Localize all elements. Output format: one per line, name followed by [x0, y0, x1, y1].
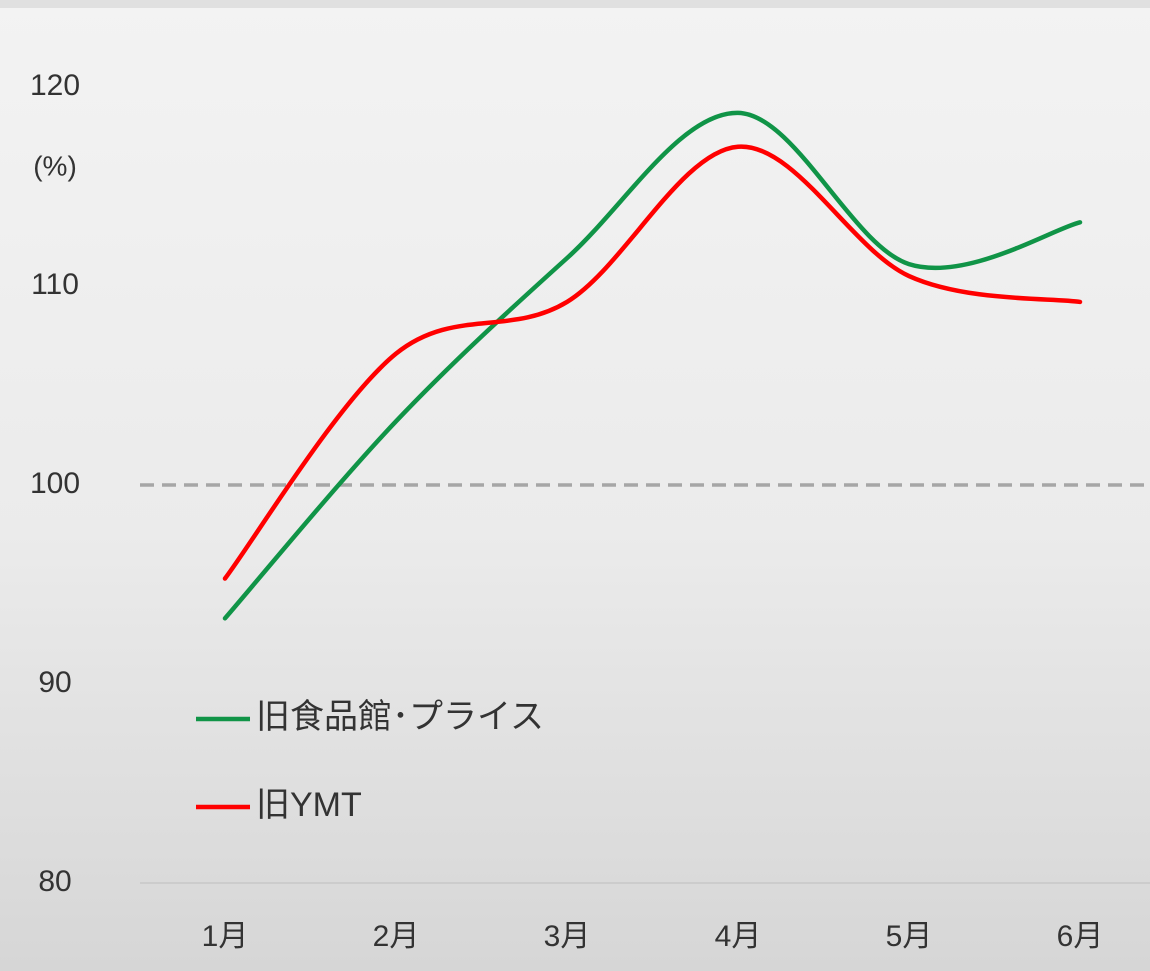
top-band — [0, 0, 1150, 8]
y-tick-label: 110 — [31, 268, 79, 301]
x-tick-label: 1月 — [202, 920, 249, 953]
y-unit-label: (%) — [33, 150, 77, 181]
legend-label: 旧食品館･プライス — [256, 698, 544, 736]
x-tick-label: 3月 — [544, 920, 591, 953]
series-line — [222, 144, 1083, 581]
y-tick-label: 80 — [38, 865, 71, 898]
y-tick-label: 100 — [30, 467, 80, 500]
y-tick-label: 120 — [30, 69, 80, 102]
series-line — [222, 110, 1083, 621]
x-tick-label: 4月 — [715, 920, 762, 953]
x-tick-label: 6月 — [1057, 920, 1104, 953]
x-tick-label: 2月 — [373, 920, 420, 953]
legend-label: 旧YMT — [256, 786, 362, 824]
x-tick-label: 5月 — [886, 920, 933, 953]
y-tick-label: 90 — [38, 666, 71, 699]
